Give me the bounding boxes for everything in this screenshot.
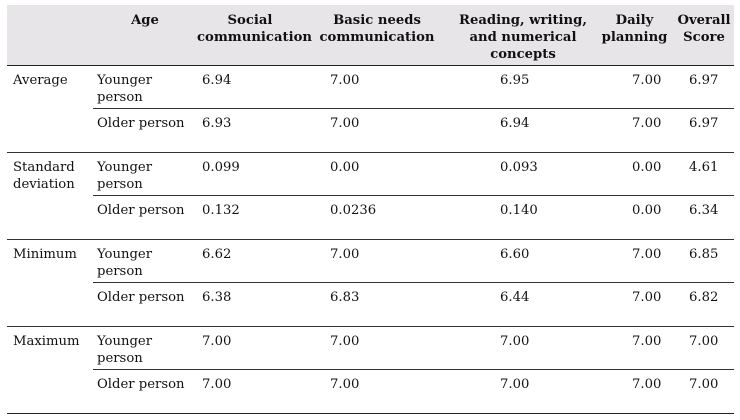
social-cell: 6.62 xyxy=(197,239,303,283)
table-row: Older person 0.132 0.0236 0.140 0.00 6.3… xyxy=(7,195,734,240)
stat-label: Minimum xyxy=(7,239,93,327)
header-social-communication: Social communication xyxy=(197,5,312,66)
social-cell: 6.94 xyxy=(197,65,303,109)
overall-cell: 6.97 xyxy=(674,108,734,153)
table-header: Age Social communication Basic needs com… xyxy=(7,5,734,66)
social-cell: 6.38 xyxy=(197,282,303,327)
daily-cell: 7.00 xyxy=(595,108,674,153)
basic-cell: 7.00 xyxy=(303,239,451,283)
social-cell: 0.132 xyxy=(197,195,303,240)
reading-cell: 0.093 xyxy=(451,152,595,196)
age-cell: Younger person xyxy=(93,326,197,370)
table-row: Older person 6.38 6.83 6.44 7.00 6.82 xyxy=(7,282,734,327)
daily-cell: 7.00 xyxy=(595,326,674,370)
basic-cell: 7.00 xyxy=(303,108,451,153)
stat-label: Maximum xyxy=(7,326,93,414)
daily-cell: 7.00 xyxy=(595,282,674,327)
age-cell: Older person xyxy=(93,369,197,414)
header-overall-score: Overall Score xyxy=(674,5,734,66)
results-table: Age Social communication Basic needs com… xyxy=(7,5,734,414)
table-row: Minimum Younger person 6.62 7.00 6.60 7.… xyxy=(7,239,734,327)
overall-cell: 4.61 xyxy=(674,152,734,196)
overall-cell: 6.82 xyxy=(674,282,734,327)
overall-cell: 7.00 xyxy=(674,326,734,370)
daily-cell: 0.00 xyxy=(595,152,674,196)
reading-cell: 6.44 xyxy=(451,282,595,327)
age-cell: Younger person xyxy=(93,239,197,283)
age-cell: Older person xyxy=(93,195,197,240)
header-row: Age Social communication Basic needs com… xyxy=(7,5,734,66)
basic-cell: 0.0236 xyxy=(303,195,451,240)
age-cell: Older person xyxy=(93,282,197,327)
basic-cell: 6.83 xyxy=(303,282,451,327)
age-cell: Younger person xyxy=(93,152,197,196)
social-cell: 6.93 xyxy=(197,108,303,153)
social-cell: 7.00 xyxy=(197,369,303,414)
basic-cell: 7.00 xyxy=(303,65,451,109)
reading-cell: 0.140 xyxy=(451,195,595,240)
social-cell: 7.00 xyxy=(197,326,303,370)
header-reading-writing-numerical: Reading, writing, and numerical concepts xyxy=(451,5,595,66)
table-row: Maximum Younger person 7.00 7.00 7.00 7.… xyxy=(7,326,734,414)
basic-cell: 7.00 xyxy=(303,326,451,370)
header-stat xyxy=(7,5,93,66)
overall-cell: 7.00 xyxy=(674,369,734,414)
stat-label: Average xyxy=(7,65,93,153)
daily-cell: 7.00 xyxy=(595,369,674,414)
age-cell: Younger person xyxy=(93,65,197,109)
social-cell: 0.099 xyxy=(197,152,303,196)
reading-cell: 7.00 xyxy=(451,369,595,414)
reading-cell: 6.95 xyxy=(451,65,595,109)
stat-label: Standard deviation xyxy=(7,152,93,240)
header-age: Age xyxy=(93,5,197,66)
overall-cell: 6.97 xyxy=(674,65,734,109)
table-row: Standard deviation Younger person 0.099 … xyxy=(7,152,734,240)
header-basic-needs-communication: Basic needs communication xyxy=(303,5,451,66)
header-daily-planning: Daily planning xyxy=(595,5,674,66)
table-row: Older person 7.00 7.00 7.00 7.00 7.00 xyxy=(7,369,734,414)
age-cell: Older person xyxy=(93,108,197,153)
daily-cell: 7.00 xyxy=(595,239,674,283)
daily-cell: 0.00 xyxy=(595,195,674,240)
reading-cell: 6.60 xyxy=(451,239,595,283)
table-row: Average Younger person 6.94 7.00 6.95 7.… xyxy=(7,65,734,153)
overall-cell: 6.34 xyxy=(674,195,734,240)
basic-cell: 0.00 xyxy=(303,152,451,196)
overall-cell: 6.85 xyxy=(674,239,734,283)
reading-cell: 6.94 xyxy=(451,108,595,153)
table-row: Older person 6.93 7.00 6.94 7.00 6.97 xyxy=(7,108,734,153)
basic-cell: 7.00 xyxy=(303,369,451,414)
reading-cell: 7.00 xyxy=(451,326,595,370)
table-body: Average Younger person 6.94 7.00 6.95 7.… xyxy=(7,65,734,414)
daily-cell: 7.00 xyxy=(595,65,674,109)
